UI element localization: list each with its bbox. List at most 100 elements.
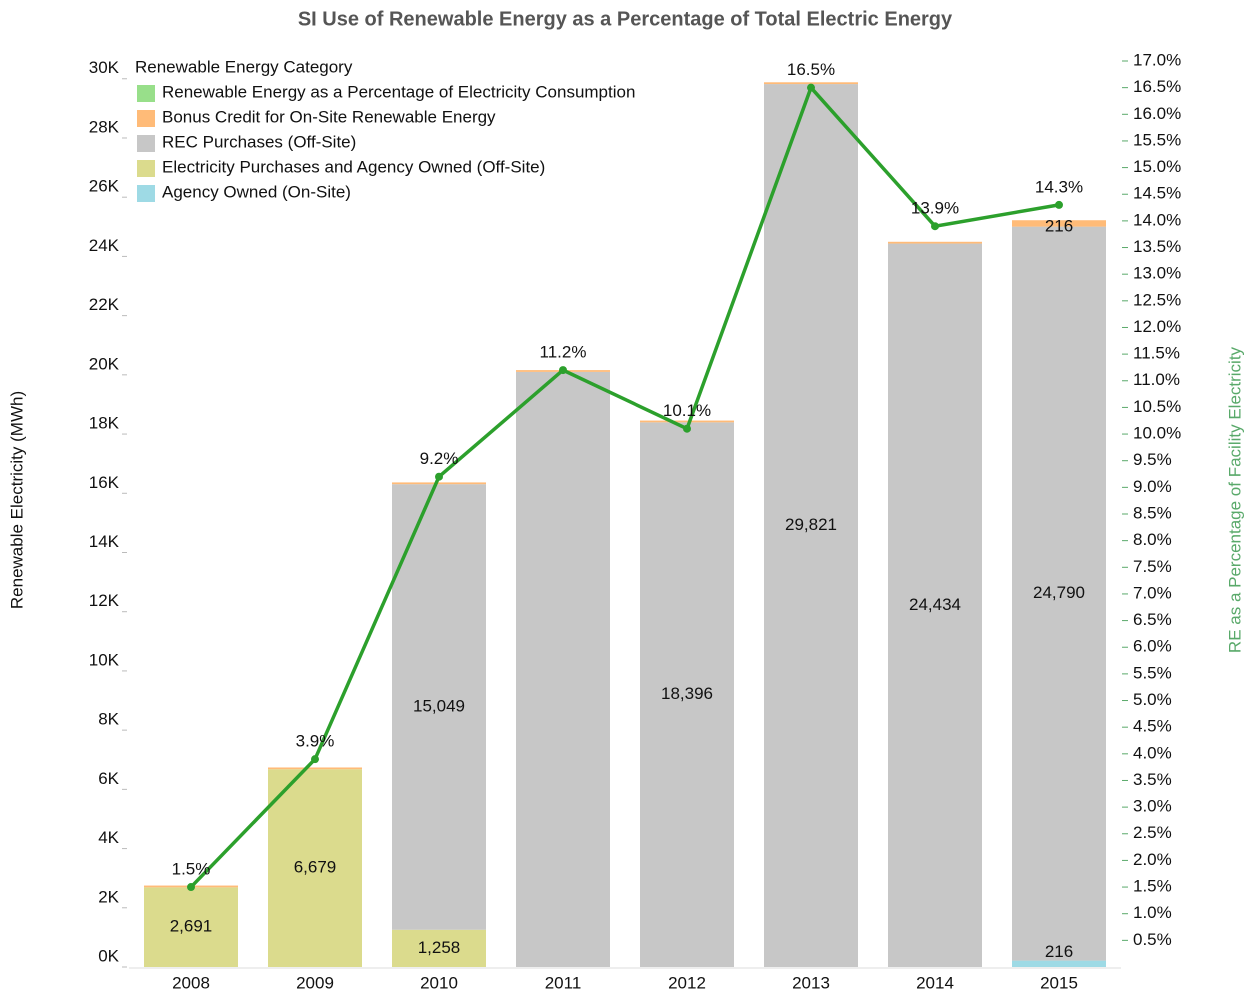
bar-segment	[1012, 960, 1106, 967]
y2-tick-label: 0.5%	[1133, 930, 1172, 949]
y-tick-label: 22K	[89, 295, 120, 314]
y2-tick-label: 12.5%	[1133, 290, 1181, 309]
legend-swatch	[137, 185, 155, 202]
legend-swatch	[137, 135, 155, 152]
y-tick-label: 8K	[98, 710, 119, 729]
legend-label: Agency Owned (On-Site)	[162, 182, 351, 201]
x-tick-label: 2012	[668, 973, 706, 992]
y2-tick-label: 14.0%	[1133, 210, 1181, 229]
point-label: 10.1%	[663, 401, 711, 420]
y2-tick-label: 5.0%	[1133, 690, 1172, 709]
bar-segment	[144, 887, 238, 967]
bar-segment	[764, 84, 858, 967]
legend-label: REC Purchases (Off-Site)	[162, 132, 356, 151]
y-tick-label: 28K	[89, 117, 120, 136]
y2-tick-label: 1.5%	[1133, 877, 1172, 896]
y2-tick-label: 15.0%	[1133, 157, 1181, 176]
bar-segment	[1012, 226, 1106, 961]
point-label: 16.5%	[787, 60, 835, 79]
point-label: 13.9%	[911, 199, 959, 218]
y-tick-label: 4K	[98, 828, 119, 847]
point-label: 11.2%	[540, 343, 587, 362]
y2-tick-label: 5.5%	[1133, 663, 1172, 682]
bar-label: 18,396	[661, 684, 713, 703]
bar-segment	[888, 241, 982, 244]
bar-label: 24,790	[1033, 583, 1085, 602]
y2-tick-label: 2.0%	[1133, 850, 1172, 869]
y2-tick-label: 4.0%	[1133, 743, 1172, 762]
legend-swatch	[137, 85, 155, 102]
y2-tick-label: 10.5%	[1133, 397, 1181, 416]
bar-segment	[764, 82, 858, 85]
y2-tick-label: 9.0%	[1133, 477, 1172, 496]
legend-swatch	[137, 110, 155, 127]
point-label: 14.3%	[1035, 177, 1083, 196]
bar-label: 6,679	[294, 858, 337, 877]
line-point	[559, 366, 567, 375]
y2-tick-label: 13.5%	[1133, 237, 1181, 256]
y-tick-label: 20K	[89, 354, 120, 373]
y-tick-label: 6K	[98, 769, 119, 788]
x-tick-label: 2011	[545, 973, 582, 992]
bar-segment	[640, 422, 734, 967]
bar-segment	[392, 484, 486, 930]
point-label: 1.5%	[172, 860, 211, 879]
y-tick-label: 2K	[98, 887, 119, 906]
y2-tick-label: 2.5%	[1133, 823, 1172, 842]
y-tick-label: 30K	[89, 58, 120, 77]
y2-tick-label: 15.5%	[1133, 130, 1181, 149]
legend-swatch	[137, 160, 155, 177]
bar-segment	[516, 371, 610, 968]
legend-label: Renewable Energy as a Percentage of Elec…	[162, 82, 635, 101]
y2-tick-label: 3.0%	[1133, 797, 1172, 816]
y-tick-label: 18K	[89, 414, 120, 433]
y2-tick-label: 14.5%	[1133, 184, 1181, 203]
y2-tick-label: 10.0%	[1133, 424, 1181, 443]
y-axis-title: Renewable Electricity (MWh)	[7, 391, 26, 609]
line-point	[435, 472, 443, 481]
bar-label: 216	[1045, 942, 1073, 961]
legend-label: Electricity Purchases and Agency Owned (…	[162, 157, 545, 176]
y2-tick-label: 17.0%	[1133, 50, 1181, 69]
line-point	[1055, 200, 1063, 209]
y2-tick-label: 12.0%	[1133, 317, 1181, 336]
y2-tick-label: 11.5%	[1133, 344, 1180, 363]
bar-label: 24,434	[909, 595, 961, 614]
bar-label: 29,821	[785, 515, 837, 534]
x-tick-label: 2013	[792, 973, 830, 992]
y-tick-label: 0K	[98, 946, 119, 965]
line-point	[807, 83, 815, 92]
y2-tick-label: 11.0%	[1133, 370, 1180, 389]
bar-label: 15,049	[413, 696, 465, 715]
line-point	[931, 222, 939, 231]
y2-tick-label: 1.0%	[1133, 903, 1172, 922]
x-tick-label: 2014	[916, 973, 954, 992]
y2-tick-label: 8.5%	[1133, 503, 1172, 522]
chart-title: SI Use of Renewable Energy as a Percenta…	[298, 8, 953, 30]
x-tick-label: 2015	[1040, 973, 1078, 992]
y2-tick-label: 7.0%	[1133, 583, 1172, 602]
bar-segment	[888, 243, 982, 968]
y2-tick-label: 13.0%	[1133, 264, 1181, 283]
bar-segment	[268, 769, 362, 967]
line-point	[683, 424, 691, 433]
y2-tick-label: 9.5%	[1133, 450, 1172, 469]
y2-tick-label: 16.0%	[1133, 104, 1181, 123]
legend-label: Bonus Credit for On-Site Renewable Energ…	[162, 107, 496, 126]
bar-segment	[392, 482, 486, 485]
bar-label: 216	[1045, 217, 1073, 236]
line	[189, 84, 1060, 889]
x-tick-label: 2008	[172, 973, 210, 992]
bar-label: 1,258	[418, 938, 461, 957]
y2-tick-label: 8.0%	[1133, 530, 1172, 549]
y2-tick-label: 6.0%	[1133, 637, 1172, 656]
y2-tick-label: 16.5%	[1133, 77, 1181, 96]
x-tick-label: 2009	[296, 973, 334, 992]
y2-tick-label: 6.5%	[1133, 610, 1172, 629]
bar-segment	[268, 767, 362, 770]
y-tick-label: 10K	[89, 650, 120, 669]
x-tick-label: 2010	[420, 973, 458, 992]
bar-label: 2,691	[170, 917, 213, 936]
y2-axis-title: RE as a Percentage of Facility Electrici…	[1225, 346, 1244, 653]
